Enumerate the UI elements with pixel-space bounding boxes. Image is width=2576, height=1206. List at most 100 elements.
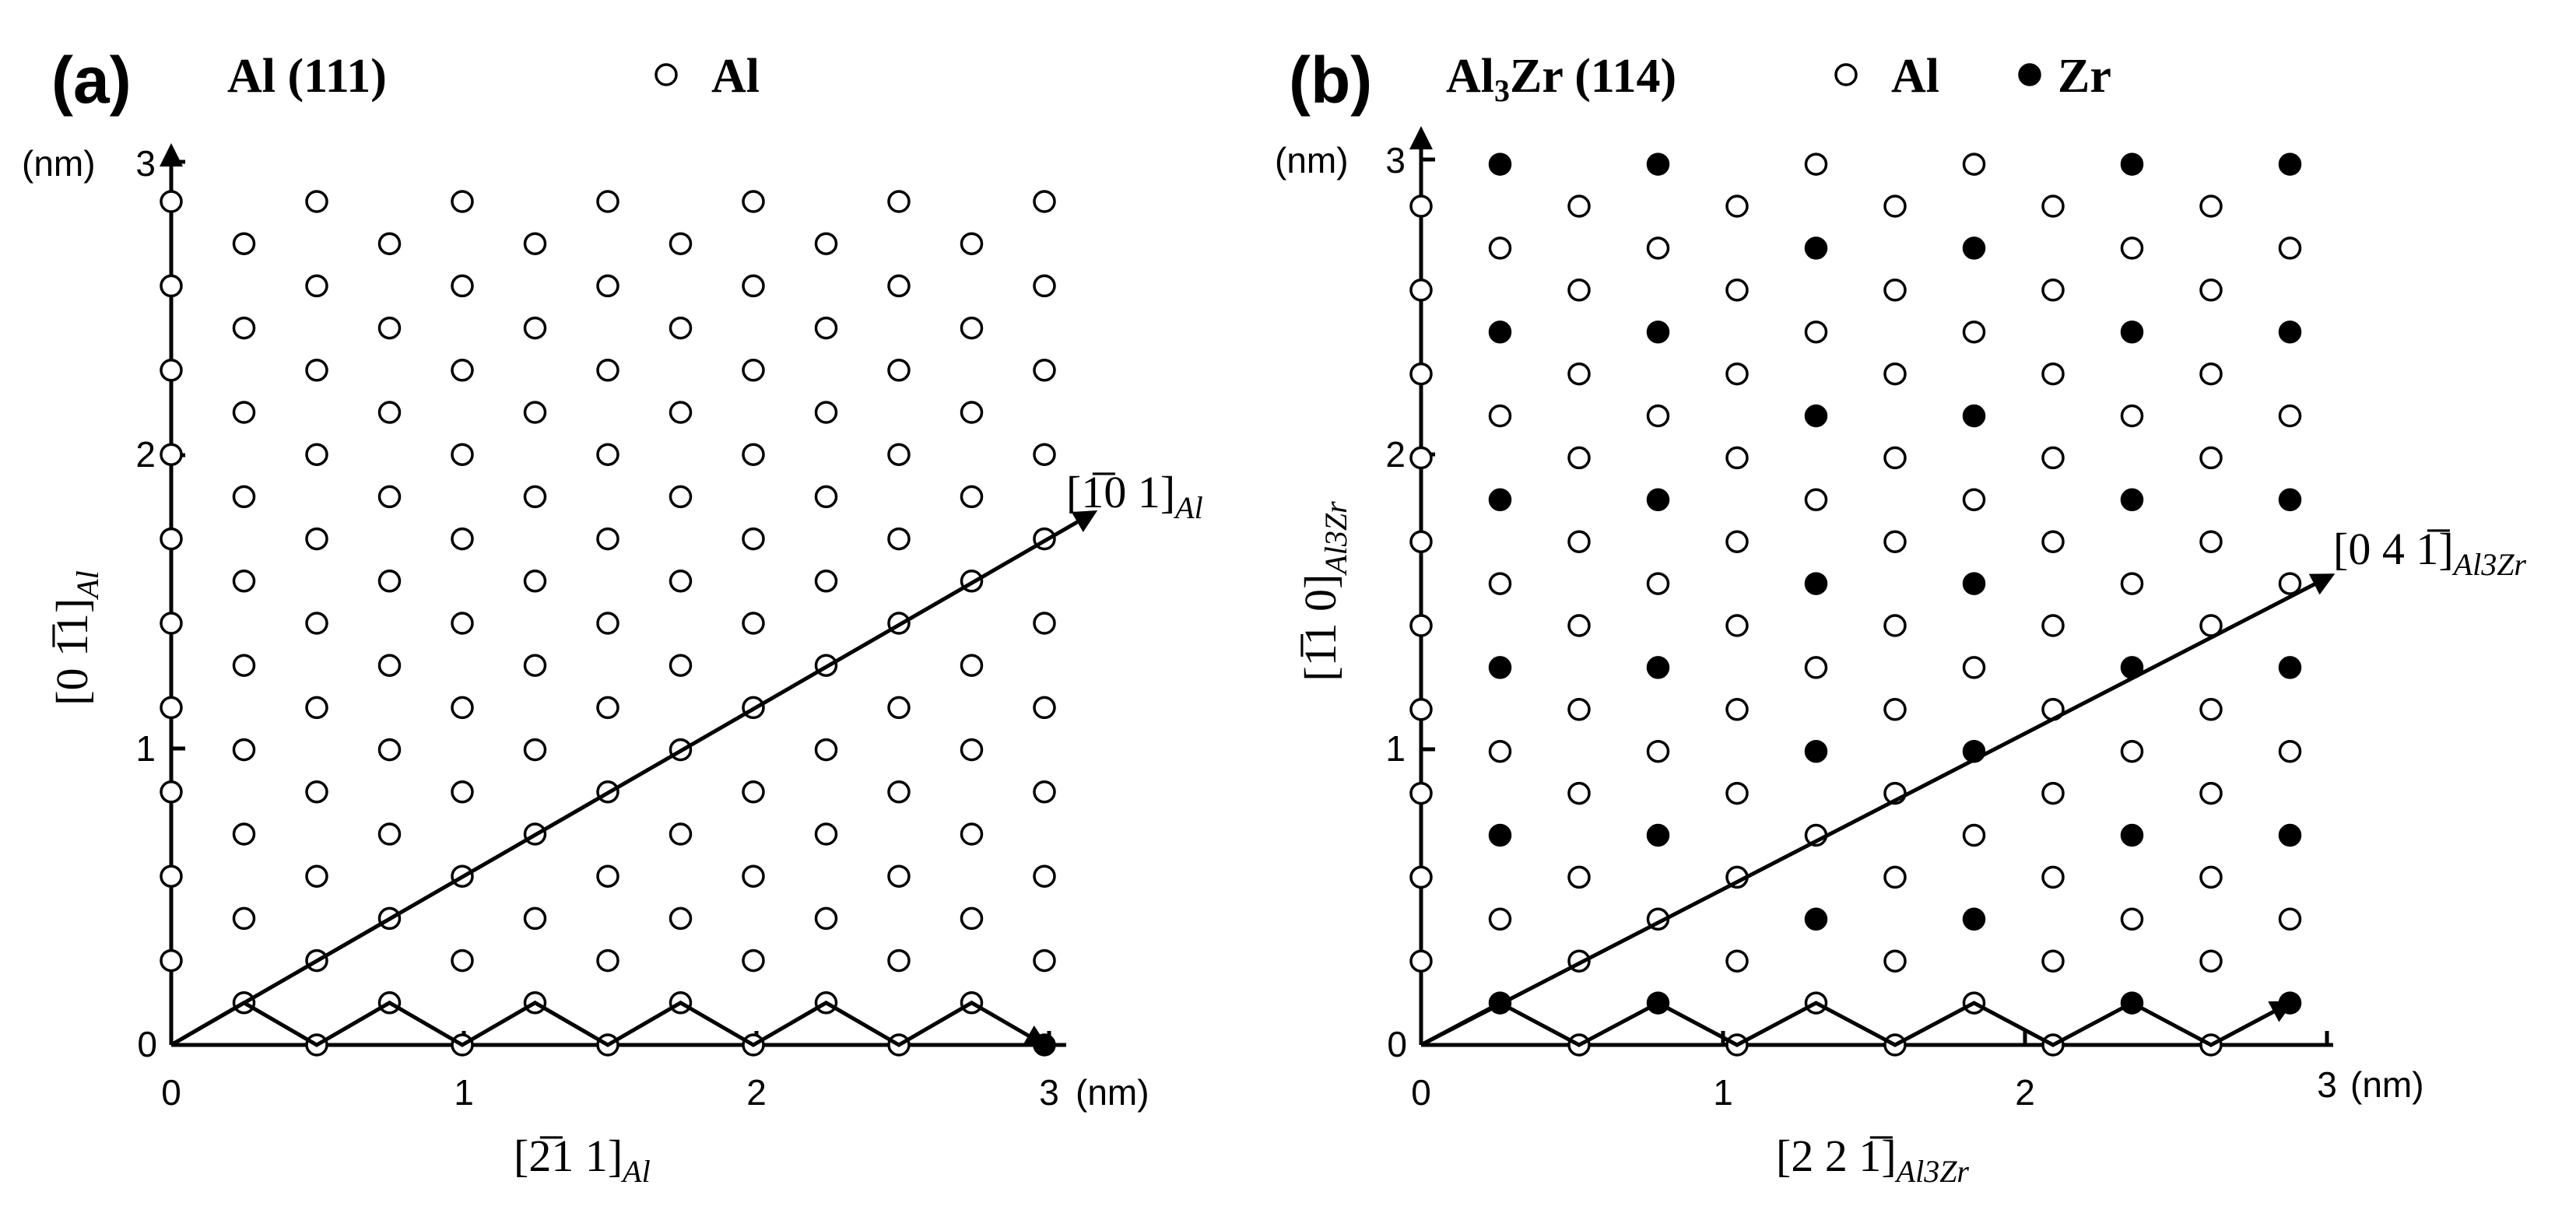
al-atom <box>451 190 474 213</box>
al-atom <box>305 359 328 382</box>
al-atom <box>305 864 328 888</box>
al-atom <box>451 359 474 382</box>
zr-atom <box>2120 320 2144 344</box>
al-atom <box>1567 614 1591 637</box>
al-atom <box>960 401 984 424</box>
al-atom <box>523 738 547 762</box>
al-atom <box>2041 614 2065 637</box>
al-atom <box>742 527 765 551</box>
al-atom <box>596 948 619 973</box>
al-atom <box>742 864 765 888</box>
diagonal-label-b: [0 4 1̅]Al3Zr <box>2333 524 2526 582</box>
al-atom <box>2278 907 2302 931</box>
al-atom <box>1409 698 1433 721</box>
al-atom <box>1883 949 1907 973</box>
al-atom <box>160 527 183 551</box>
y-tick-label-a-0: 0 <box>137 1024 157 1064</box>
zr-atom <box>2278 488 2302 512</box>
atoms-b <box>1409 153 2302 1057</box>
al-atom <box>2041 781 2065 805</box>
al-atom <box>1567 446 1591 470</box>
al-atom <box>232 906 256 931</box>
x-unit-a: (nm) <box>1076 1072 1149 1113</box>
al-atom <box>160 780 183 804</box>
al-atom <box>1883 865 1907 889</box>
al-atom <box>2199 362 2223 386</box>
al-atom <box>2199 781 2223 805</box>
x-tick-label-a-1: 1 <box>454 1072 474 1113</box>
al-atom <box>1962 320 1986 344</box>
al-atom <box>377 822 402 846</box>
al-atom <box>2120 404 2144 428</box>
al-atom <box>1725 781 1749 805</box>
al-atom <box>1488 404 1512 428</box>
al-atom <box>742 190 765 213</box>
zr-atom <box>1646 320 1670 344</box>
al-atom <box>1409 362 1433 386</box>
al-atom <box>160 612 183 635</box>
al-atom <box>742 443 765 466</box>
al-atom <box>1883 362 1907 386</box>
al-atom <box>160 864 183 888</box>
al-atom <box>377 232 402 255</box>
al-atom <box>160 948 183 973</box>
al-atom <box>1488 237 1512 260</box>
x-axis-label-a: [2̅1 1]Al <box>514 1131 651 1189</box>
al-atom <box>160 443 183 466</box>
al-atom <box>814 738 838 762</box>
al-atom <box>814 485 838 509</box>
al-atom <box>814 906 838 931</box>
al-atom <box>1567 362 1591 386</box>
legend-zr-marker-b <box>2018 63 2041 86</box>
al-atom <box>1883 195 1907 218</box>
al-atom <box>1409 781 1433 805</box>
al-atom <box>451 274 474 298</box>
al-atom <box>960 654 984 677</box>
al-atom <box>887 948 911 973</box>
al-atom <box>1033 359 1056 382</box>
al-atom <box>1725 530 1749 553</box>
al-atom <box>1567 530 1591 553</box>
al-atom <box>1962 153 1986 176</box>
al-atom <box>669 401 693 424</box>
al-atom <box>596 190 619 213</box>
x-tick-label-b-1: 1 <box>1713 1072 1733 1113</box>
al-atom <box>1646 404 1670 428</box>
al-atom <box>451 612 474 635</box>
al-atom <box>1725 698 1749 721</box>
al-atom <box>1804 656 1828 679</box>
al-atom <box>887 359 911 382</box>
al-atom <box>596 696 619 720</box>
diagonal-vector-a <box>170 510 1098 1047</box>
zr-atom <box>2278 823 2302 847</box>
al-atom <box>596 612 619 635</box>
x-ticks-b <box>1419 1031 2329 1045</box>
zr-atom <box>1962 237 1986 260</box>
al-atom <box>742 359 765 382</box>
y-tick-label-b-3: 3 <box>1385 140 1406 181</box>
x-unit-b: (nm) <box>2350 1064 2424 1105</box>
legend-zr-text-b: Zr <box>2058 50 2111 103</box>
zr-atom <box>2278 656 2302 679</box>
al-atom <box>1883 279 1907 302</box>
al-atom <box>960 316 984 340</box>
al-atom <box>1409 949 1433 973</box>
al-atom <box>2120 572 2144 595</box>
al-atom <box>814 822 838 846</box>
al-atom <box>887 864 911 888</box>
al-atom <box>232 316 256 340</box>
diagonal-label-a: [1̅0 1]Al <box>1066 467 1203 525</box>
zr-atom <box>1804 404 1828 428</box>
al-atom <box>1488 739 1512 763</box>
al-atom <box>523 401 547 424</box>
al-atom <box>377 401 402 424</box>
al-atom <box>232 738 256 762</box>
al-atom <box>1725 279 1749 302</box>
al-atom <box>2120 237 2144 260</box>
legend-al-text-b: Al <box>1891 50 1939 103</box>
zr-atom <box>1962 404 1986 428</box>
al-atom <box>1033 864 1056 888</box>
al-atom <box>451 443 474 466</box>
al-atom <box>232 570 256 593</box>
